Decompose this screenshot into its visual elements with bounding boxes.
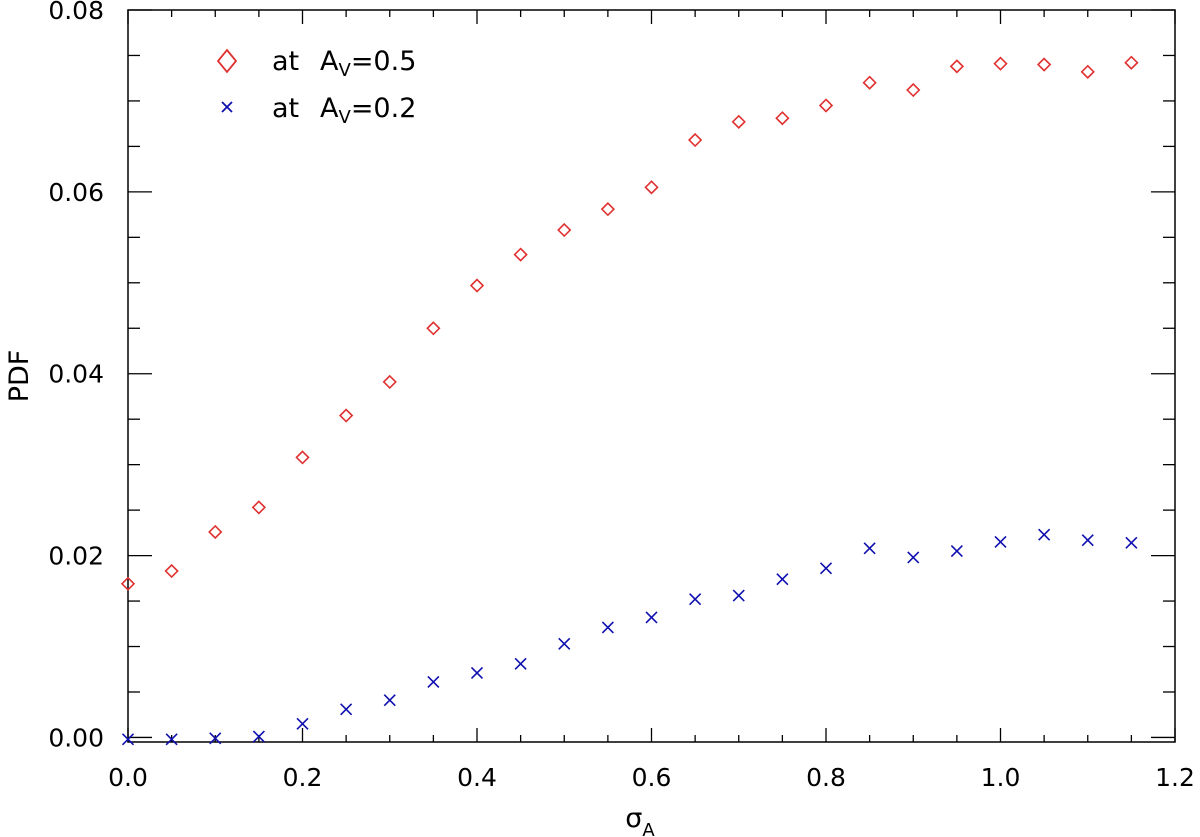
data-point-diamond xyxy=(120,576,136,591)
data-point-diamond xyxy=(1036,57,1052,72)
legend-label-series-2: at AV=0.2 xyxy=(272,93,416,128)
data-point-diamond xyxy=(251,500,267,515)
x-tick-label: 0.8 xyxy=(806,763,846,792)
data-point-x xyxy=(645,611,658,624)
legend-suffix-2: =0.2 xyxy=(351,93,417,124)
legend-main-2: A xyxy=(320,93,339,124)
data-point-x xyxy=(383,694,396,707)
data-point-x xyxy=(994,535,1007,549)
y-tick-label: 0.02 xyxy=(48,542,104,571)
legend-prefix-2: at xyxy=(272,93,299,124)
y-tick-label: 0.06 xyxy=(48,178,104,207)
data-point-x xyxy=(121,733,135,746)
data-point-diamond xyxy=(469,278,485,293)
tick-labels: 0.0 0.2 0.4 0.6 0.8 1.0 1.2 0.00 0.02 0.04 0.06 0.0… xyxy=(48,0,1195,792)
data-point-diamond xyxy=(426,321,441,336)
data-point-x xyxy=(296,717,309,730)
x-axis-label: σA xyxy=(625,803,655,837)
data-point-diamond xyxy=(164,563,179,579)
legend-marker-x xyxy=(221,101,233,113)
data-point-x xyxy=(732,589,745,602)
x-tick-label: 1.2 xyxy=(1155,763,1195,792)
legend-sub-2: V xyxy=(338,107,351,128)
data-point-diamond xyxy=(382,374,397,390)
y-tick-label: 0.00 xyxy=(48,723,104,752)
legend: at AV=0.5 at AV=0.2 xyxy=(216,46,416,128)
data-point-x xyxy=(907,551,920,564)
x-tick-label: 0.4 xyxy=(457,763,497,792)
data-point-diamond xyxy=(208,524,223,540)
data-point-diamond xyxy=(1080,64,1095,79)
legend-label-series-1: at AV=0.5 xyxy=(272,46,416,81)
data-point-x xyxy=(558,637,571,650)
x-tick-label: 0.0 xyxy=(108,763,148,792)
data-point-x xyxy=(819,562,833,575)
data-point-x xyxy=(863,542,876,555)
data-point-x xyxy=(165,733,178,746)
legend-prefix-1: at xyxy=(272,46,299,77)
data-point-x xyxy=(689,593,702,606)
data-point-diamond xyxy=(818,98,834,113)
x-axis-label-main: σ xyxy=(625,803,642,834)
x-tick-label: 0.2 xyxy=(283,763,323,792)
data-point-diamond xyxy=(513,247,528,262)
data-points xyxy=(120,55,1139,746)
data-point-x xyxy=(427,675,440,689)
x-tick-label: 0.6 xyxy=(632,763,672,792)
y-tick-label: 0.04 xyxy=(48,360,104,389)
data-point-x xyxy=(1125,536,1138,549)
data-point-diamond xyxy=(1124,55,1139,70)
data-point-x xyxy=(1038,528,1051,541)
data-point-diamond xyxy=(731,114,746,129)
data-point-diamond xyxy=(687,132,703,148)
data-point-x xyxy=(1081,534,1094,547)
data-point-diamond xyxy=(644,180,659,195)
y-axis-label: PDF xyxy=(4,350,35,403)
y-tick-label: 0.08 xyxy=(48,0,104,25)
legend-marker-diamond xyxy=(216,48,238,74)
data-point-x xyxy=(470,666,484,679)
data-point-diamond xyxy=(295,450,310,465)
data-point-diamond xyxy=(949,59,965,74)
data-point-diamond xyxy=(775,111,790,126)
x-tick-label: 1.0 xyxy=(981,763,1021,792)
data-point-x xyxy=(950,544,963,558)
data-point-x xyxy=(252,730,265,743)
data-point-x xyxy=(601,621,614,634)
legend-main-1: A xyxy=(320,46,339,77)
x-axis-label-sub: A xyxy=(642,820,655,837)
legend-sub-1: V xyxy=(338,60,351,81)
data-point-diamond xyxy=(338,408,354,423)
data-point-x xyxy=(209,732,222,745)
legend-suffix-1: =0.5 xyxy=(351,46,417,77)
axis-ticks xyxy=(127,9,1176,742)
data-point-diamond xyxy=(557,222,572,238)
data-point-diamond xyxy=(862,75,877,90)
data-point-diamond xyxy=(600,202,616,217)
data-point-diamond xyxy=(906,82,921,98)
data-point-diamond xyxy=(993,56,1008,71)
data-point-x xyxy=(340,703,353,716)
data-point-x xyxy=(776,573,789,586)
data-point-x xyxy=(514,657,527,670)
